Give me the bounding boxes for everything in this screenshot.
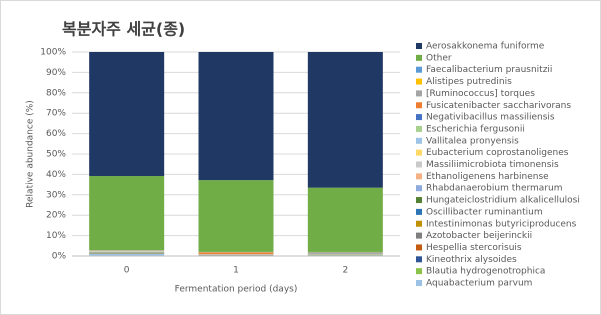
legend-swatch [416, 232, 422, 239]
x-tick-label: 0 [124, 266, 130, 276]
legend-label: Vallitalea pronyensis [426, 136, 519, 146]
legend-label: Rhabdanaerobium thermarum [426, 184, 563, 194]
legend-label: [Ruminococcus] torques [426, 89, 535, 99]
y-axis-title: Relative abundance (%) [26, 100, 36, 208]
legend-swatch [416, 90, 422, 97]
chart-title: 복분자주 세균(종) [62, 20, 185, 39]
y-tick-label: 50% [46, 150, 66, 160]
legend-label: Aerosakkonema funiforme [426, 42, 545, 52]
legend-swatch [416, 43, 422, 49]
x-tick-label: 1 [233, 266, 239, 276]
legend-label: Intestinimonas butyriciproducens [426, 219, 577, 229]
legend-label: Alistipes putredinis [426, 77, 512, 87]
legend-swatch [416, 197, 422, 204]
legend-swatch [416, 78, 422, 85]
legend-label: Ethanoligenens harbinense [426, 172, 549, 182]
y-tick-label: 0% [52, 252, 67, 262]
legend-swatch [416, 173, 422, 180]
y-tick-label: 40% [46, 170, 66, 180]
y-tick-label: 100% [40, 48, 66, 58]
legend-label: Massiliimicrobiota timonensis [426, 160, 559, 170]
legend-label: Negativibacillus massiliensis [426, 113, 555, 123]
legend-swatch [416, 208, 422, 215]
legend-swatch [416, 54, 422, 61]
y-tick-label: 10% [46, 231, 66, 241]
bar-segment [89, 52, 165, 177]
legend-swatch [416, 280, 422, 286]
legend-swatch [416, 125, 422, 132]
y-tick-label: 90% [46, 68, 66, 78]
legend-swatch [416, 66, 422, 73]
y-tick-label: 80% [46, 88, 66, 98]
y-tick-label: 70% [46, 109, 66, 119]
legend-label: Eubacterium coprostanoligenes [426, 148, 569, 158]
legend-swatch [416, 268, 422, 275]
legend-swatch [416, 114, 422, 121]
legend-label: Hungateiclostridium alkalicellulosi [426, 196, 580, 206]
legend-label: Azotobacter beijerinckii [426, 231, 532, 241]
legend-label: Kineothrix alysoides [426, 255, 517, 265]
bar-segment [307, 52, 383, 188]
bar-segment [198, 180, 274, 252]
legend-label: Fusicatenibacter saccharivorans [426, 101, 571, 111]
legend-label: Oscillibacter ruminantium [426, 207, 543, 217]
bar-segment [198, 52, 274, 181]
legend-label: Escherichia fergusonii [426, 124, 525, 134]
legend-swatch [416, 244, 422, 251]
y-tick-label: 30% [46, 190, 66, 200]
legend-label: Hespellia stercorisuis [426, 243, 522, 253]
legend-label: Faecalibacterium prausnitzii [426, 65, 552, 75]
y-tick-label: 60% [46, 129, 66, 139]
legend-swatch [416, 137, 422, 144]
bar-segment [307, 187, 383, 252]
legend-swatch [416, 185, 422, 192]
legend-swatch [416, 149, 422, 156]
legend-swatch [416, 102, 422, 109]
x-axis-title: Fermentation period (days) [175, 285, 298, 295]
y-tick-label: 20% [46, 211, 66, 221]
legend-swatch [416, 220, 422, 227]
legend-swatch [416, 256, 422, 263]
bar-segment [89, 253, 165, 256]
bar-segment [198, 252, 274, 255]
bar-segment [89, 176, 165, 251]
legend-label: Aquabacterium parvum [426, 279, 532, 289]
legend-swatch [416, 161, 422, 168]
legend-label: Other [426, 53, 452, 63]
bar-segment [307, 251, 383, 253]
legend-label: Blautia hydrogenotrophica [426, 267, 545, 277]
x-tick-label: 2 [342, 266, 348, 276]
